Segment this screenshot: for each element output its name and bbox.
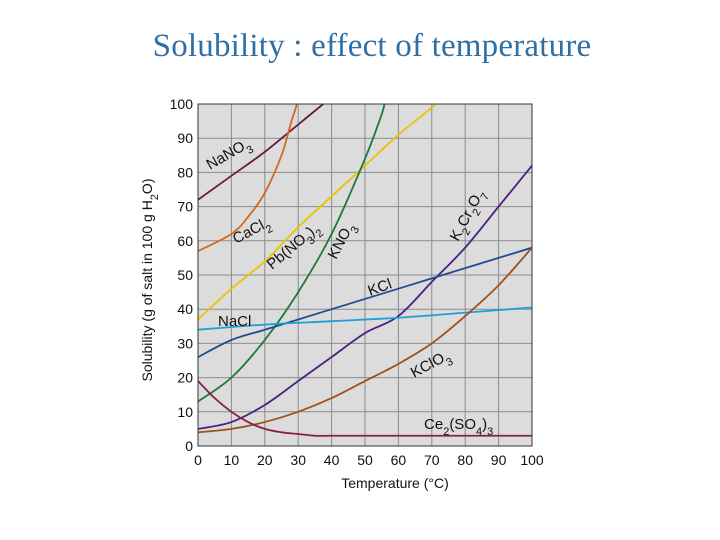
x-tick-label: 20 [257,452,273,468]
y-tick-label: 60 [177,233,193,249]
y-tick-label: 80 [177,164,193,180]
x-tick-label: 50 [357,452,373,468]
y-axis-title-end: O) [139,178,155,194]
y-axis-title-main: Solubility (g of salt in 100 g H [139,200,155,381]
curve-label-nacl: NaCl [218,313,251,330]
x-tick-label: 80 [457,452,473,468]
chart-series [198,104,532,437]
y-tick-label: 0 [185,438,193,454]
y-tick-label: 100 [170,96,194,112]
series-line-kno3 [198,104,386,403]
y-tick-labels: 0 10 20 30 40 50 60 70 80 90 100 [170,96,194,454]
y-tick-label: 50 [177,267,193,283]
x-tick-label: 10 [224,452,240,468]
x-tick-label: 60 [391,452,407,468]
slide-title: Solubility : effect of temperature [152,28,592,64]
series-line-ce2so43 [198,380,532,437]
y-tick-label: 20 [177,370,193,386]
x-tick-label: 90 [491,452,507,468]
x-tick-label: 0 [194,452,202,468]
y-axis-title-sub: 2 [149,194,161,200]
x-tick-label: 70 [424,452,440,468]
y-tick-label: 40 [177,301,193,317]
plot-border [197,103,533,447]
curve-label-ce2so43: Ce2(SO4)3 [424,416,493,438]
series-line-k2cr2o7 [198,164,532,430]
series-line-nano3 [198,104,325,201]
x-tick-label: 40 [324,452,340,468]
series-line-pbno32 [198,104,437,321]
x-axis-title: Temperature (°C) [341,475,449,491]
y-tick-label: 30 [177,335,193,351]
y-tick-label: 10 [177,404,193,420]
x-tick-label: 100 [520,452,544,468]
series-line-cacl2 [198,104,299,252]
series-line-kcl [198,246,532,358]
y-tick-label: 90 [177,130,193,146]
y-axis-title: Solubility (g of salt in 100 g H2O) [139,178,161,381]
x-tick-labels: 0 10 20 30 40 50 60 70 80 90 100 [194,452,544,468]
x-tick-label: 30 [290,452,306,468]
series-line-nacl [198,306,532,331]
y-tick-label: 70 [177,199,193,215]
